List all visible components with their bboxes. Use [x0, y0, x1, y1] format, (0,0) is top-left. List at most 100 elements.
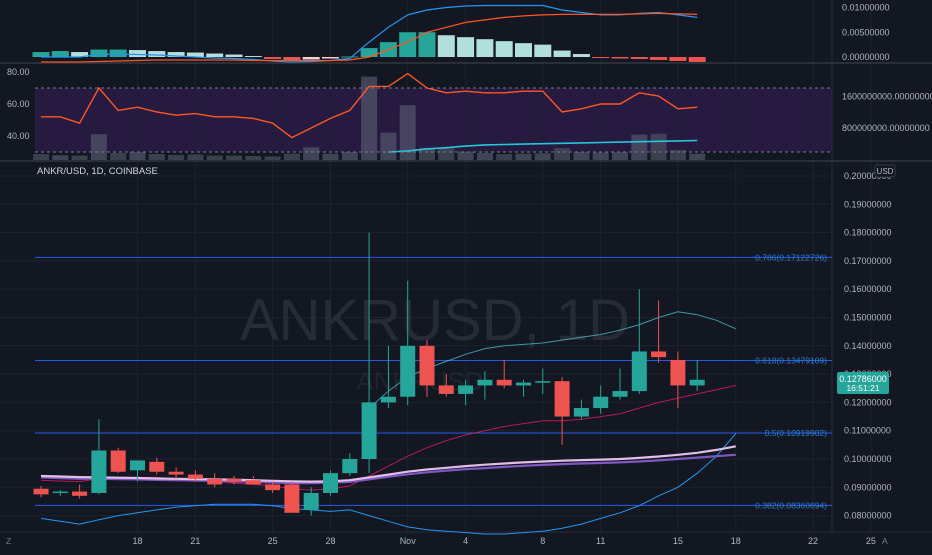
macd-histogram-bar: [476, 39, 494, 57]
macd-histogram-bar: [650, 57, 668, 60]
volume-bar: [187, 154, 204, 160]
macd-histogram-bar: [109, 49, 127, 57]
axis-tick-label: 0.00500000: [842, 27, 890, 37]
time-tick-label: 15: [673, 536, 683, 546]
rsi-tick-label: 40.00: [7, 131, 30, 141]
ma-long-line: [40, 445, 737, 483]
macd-histogram-bar: [167, 52, 185, 57]
time-axis: 18 21 25 28 Nov 4 8 11 15 18 22 25: [132, 536, 875, 546]
bar-countdown: 16:51:21: [846, 383, 879, 393]
macd-histogram-bar: [341, 56, 359, 58]
time-tick-label: 28: [325, 536, 335, 546]
volume-bar: [245, 156, 262, 160]
currency-label: USD: [877, 167, 894, 176]
time-tick-label: 25: [268, 536, 278, 546]
candle-body: [612, 391, 628, 397]
volume-bar: [129, 152, 146, 160]
macd-histogram-bar: [244, 56, 262, 58]
macd-histogram-bar: [495, 41, 513, 57]
axis-tick-label: 0.18000000: [844, 228, 892, 238]
bb-lower-line: [40, 433, 737, 535]
signal-line: [41, 12, 698, 63]
candle-body: [207, 478, 223, 485]
time-tick-label: 25: [866, 536, 876, 546]
macd-price-axis: 0.01000000 0.00500000 0.00000000: [842, 3, 890, 63]
macd-histogram-bar: [90, 49, 108, 57]
volume-bar: [264, 156, 281, 160]
macd-histogram-bar: [553, 50, 571, 57]
rsi-tick-label: 60.00: [7, 99, 30, 109]
volume-bar: [168, 154, 185, 160]
macd-histogram-bar: [457, 37, 475, 57]
axis-tick-label: 0.09000000: [844, 482, 892, 492]
volume-bar: [341, 152, 358, 160]
auto-scale-toggle[interactable]: A: [882, 536, 888, 546]
volume-bar: [52, 155, 69, 160]
volume-bar: [573, 152, 590, 160]
candle-body: [380, 396, 396, 403]
time-tick-label: 11: [596, 536, 605, 546]
macd-histogram-bar: [283, 57, 301, 61]
symbol-info[interactable]: ANKR/USD, 1D, COINBASE: [37, 166, 158, 177]
candle-body: [419, 345, 435, 386]
grid-lines: [0, 0, 872, 532]
volume-bar: [476, 152, 493, 160]
candle-body: [361, 402, 377, 459]
axis-tick-label: 0.17000000: [844, 256, 892, 266]
time-tick-label: Nov: [400, 536, 417, 546]
candle-body: [400, 345, 416, 397]
macd-histogram-bar: [129, 50, 146, 57]
axis-tick-label: 0.15000000: [844, 313, 892, 323]
timezone-toggle[interactable]: Z: [6, 536, 11, 546]
macd-histogram-bar: [206, 53, 224, 57]
volume-bar: [283, 153, 300, 160]
macd-histogram-bar: [148, 51, 166, 57]
last-price-tag: [837, 372, 889, 394]
macd-histogram-bar: [534, 44, 552, 57]
volume-bar: [457, 151, 474, 160]
fib-label: 0.5(0.10919902): [765, 428, 828, 438]
volume-bar: [361, 76, 378, 160]
candle-body: [168, 471, 184, 475]
axis-tick-label: 0.20000000: [844, 171, 892, 181]
candle-body: [496, 379, 512, 386]
candle-body: [91, 450, 107, 493]
macd-histogram-bar: [71, 52, 89, 57]
volume-bars: [33, 76, 706, 160]
axis-tick-label: 800000000.00000000: [842, 123, 930, 133]
axis-tick-label: 0.10000000: [844, 454, 892, 464]
fibonacci-levels: 0.786(0.17122726) 0.618(0.13479109) 0.5(0.…: [35, 252, 832, 510]
macd-histogram-bar: [437, 35, 455, 57]
volume-bar: [303, 147, 320, 160]
macd-histogram-bar: [515, 43, 532, 57]
axis-tick-label: 0.11000000: [844, 426, 891, 436]
macd-histogram-bar: [264, 57, 282, 59]
volume-bar: [206, 155, 223, 160]
candle-body: [110, 450, 126, 472]
currency-badge[interactable]: [874, 164, 896, 178]
time-tick-label: 18: [731, 536, 741, 546]
volume-bar: [33, 154, 49, 160]
candle-body: [33, 488, 49, 495]
candle-body: [342, 459, 358, 474]
time-tick-label: 22: [808, 536, 818, 546]
candle-body: [554, 381, 570, 417]
axis-tick-label: 0.12000000: [844, 397, 892, 407]
macd-line: [41, 4, 698, 63]
macd-histogram-bar: [225, 54, 243, 57]
macd-histogram-bar: [302, 57, 320, 60]
rsi-line: [41, 72, 698, 139]
candle-body: [477, 379, 493, 386]
volume-scale: 1600000000.00000000 800000000.00000000: [842, 91, 932, 133]
candle-body: [245, 480, 261, 485]
volume-bar: [380, 132, 397, 160]
candle-body: [631, 351, 647, 392]
candle-body: [670, 359, 686, 386]
macd-histogram-bar: [32, 52, 50, 57]
time-tick-label: 4: [463, 536, 468, 546]
volume-bar: [612, 152, 628, 160]
candle-body: [438, 385, 454, 394]
fib-label: 0.786(0.17122726): [755, 252, 827, 262]
volume-bar: [496, 154, 513, 160]
